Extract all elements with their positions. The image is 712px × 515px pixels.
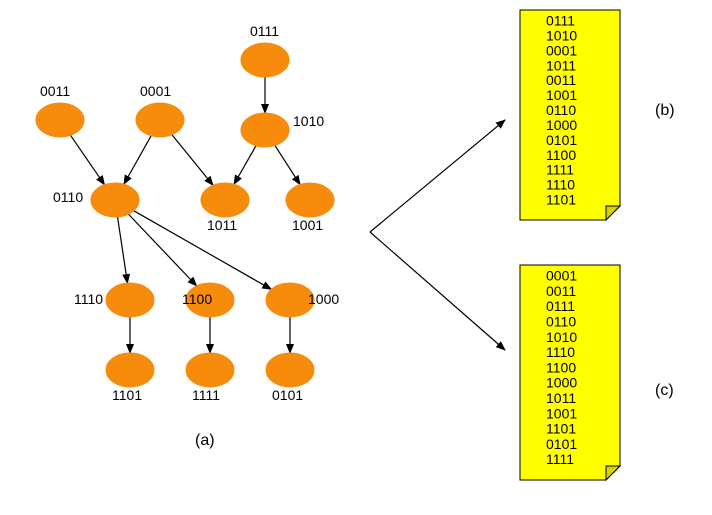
graph-node: 0011 bbox=[36, 83, 84, 137]
node-label: 1011 bbox=[207, 217, 237, 233]
graph-edge bbox=[124, 136, 151, 184]
note-line: 1011 bbox=[546, 57, 576, 73]
graph-node: 0001 bbox=[136, 83, 184, 137]
sticky-note: 0001001101110110101011101100100010111001… bbox=[520, 265, 620, 480]
note-line: 0110 bbox=[546, 102, 576, 118]
graph-edge bbox=[172, 135, 213, 186]
note-line: 1010 bbox=[546, 329, 577, 345]
graph-node: 0111 bbox=[241, 23, 289, 77]
graph-node: 0110 bbox=[53, 183, 139, 217]
node-label: 1110 bbox=[74, 291, 103, 307]
node-label: 1111 bbox=[192, 387, 220, 403]
caption-b: (b) bbox=[655, 102, 675, 119]
node-label: 0110 bbox=[53, 189, 83, 205]
graph-edge bbox=[128, 214, 196, 286]
graph-edge bbox=[234, 146, 256, 184]
note-line: 1001 bbox=[546, 87, 577, 103]
note-line: 1110 bbox=[546, 177, 575, 193]
note-line: 0011 bbox=[546, 72, 576, 88]
note-line: 0110 bbox=[546, 313, 576, 329]
graph-node: 0101 bbox=[266, 353, 314, 403]
graph-node: 1111 bbox=[186, 353, 234, 403]
note-line: 1110 bbox=[546, 344, 575, 360]
note-line: 1111 bbox=[546, 451, 574, 467]
graph-node: 1001 bbox=[286, 183, 334, 233]
note-line: 1111 bbox=[546, 162, 574, 178]
note-line: 0101 bbox=[546, 132, 577, 148]
graph-edge bbox=[118, 217, 128, 283]
note-line: 0111 bbox=[546, 12, 575, 28]
note-line: 1011 bbox=[546, 390, 576, 406]
graph-edge bbox=[71, 135, 105, 184]
note-line: 1100 bbox=[546, 147, 576, 163]
caption-a: (a) bbox=[195, 432, 215, 449]
node-label: 0101 bbox=[272, 387, 303, 403]
graph-node: 1000 bbox=[266, 283, 339, 317]
graph-node: 1101 bbox=[106, 353, 154, 403]
node-label: 0001 bbox=[140, 83, 171, 99]
connector-arrow bbox=[370, 232, 505, 350]
note-line: 1100 bbox=[546, 359, 576, 375]
note-line: 1010 bbox=[546, 27, 577, 43]
connector-arrow bbox=[370, 120, 505, 232]
note-line: 0011 bbox=[546, 283, 576, 299]
node-label: 0111 bbox=[250, 23, 279, 39]
note-line: 0101 bbox=[546, 436, 577, 452]
caption-c: (c) bbox=[655, 382, 674, 399]
note-line: 0111 bbox=[546, 298, 575, 314]
note-line: 1001 bbox=[546, 405, 577, 421]
graph-edge bbox=[275, 145, 300, 184]
note-line: 1000 bbox=[546, 375, 577, 391]
graph-node: 1010 bbox=[241, 113, 324, 147]
graph-node: 1100 bbox=[182, 283, 234, 317]
note-line: 1101 bbox=[546, 192, 576, 208]
node-label: 1001 bbox=[292, 217, 323, 233]
note-line: 0001 bbox=[546, 268, 577, 284]
note-line: 0001 bbox=[546, 42, 577, 58]
note-line: 1000 bbox=[546, 117, 577, 133]
graph-node: 1011 bbox=[201, 183, 249, 233]
sticky-note: 0111101000011011001110010110100001011100… bbox=[520, 10, 620, 220]
node-label: 1100 bbox=[182, 291, 212, 307]
graph-edge bbox=[134, 211, 272, 290]
node-label: 1000 bbox=[308, 291, 339, 307]
diagram-canvas: 0111101000011011001110010110100001011100… bbox=[0, 0, 712, 515]
node-label: 1010 bbox=[293, 113, 324, 129]
note-line: 1101 bbox=[546, 421, 576, 437]
graph-node: 1110 bbox=[74, 283, 154, 317]
node-label: 0011 bbox=[40, 83, 70, 99]
node-label: 1101 bbox=[112, 387, 142, 403]
